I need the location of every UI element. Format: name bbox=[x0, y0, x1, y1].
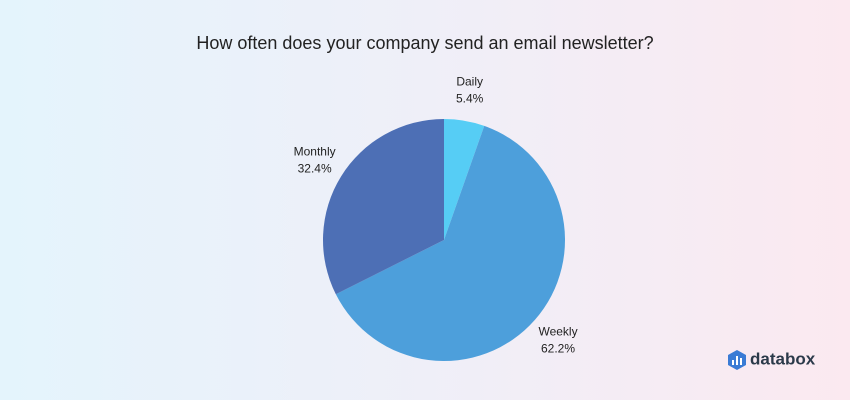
logo-bar bbox=[740, 358, 742, 365]
logo-bar bbox=[736, 356, 738, 365]
slice-value-label: 5.4% bbox=[456, 91, 484, 105]
slice-label: Weekly bbox=[538, 325, 577, 339]
brand-logo: databox bbox=[728, 349, 816, 370]
slice-value-label: 32.4% bbox=[298, 161, 332, 175]
chart-title: How often does your company send an emai… bbox=[196, 33, 653, 53]
slice-value-label: 62.2% bbox=[541, 342, 575, 356]
slice-label: Monthly bbox=[294, 144, 336, 158]
pie-slice bbox=[323, 119, 444, 295]
pie-slice bbox=[444, 119, 485, 240]
brand-name: databox bbox=[750, 349, 816, 368]
logo-bar bbox=[732, 360, 734, 365]
slice-label: Daily bbox=[456, 74, 483, 88]
pie-slice bbox=[335, 125, 565, 361]
